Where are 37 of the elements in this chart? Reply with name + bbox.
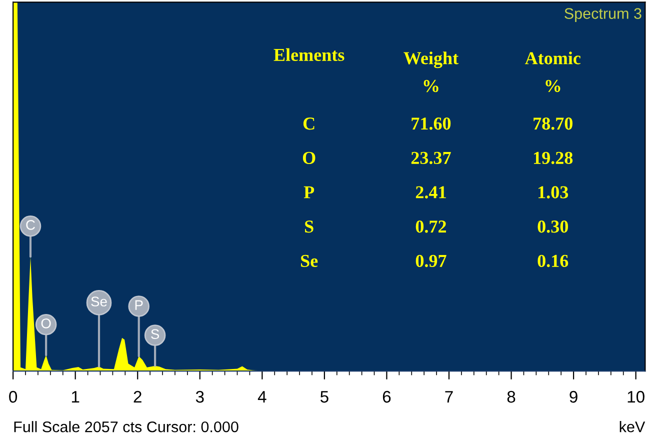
category-label: S xyxy=(305,220,314,233)
category-label: C xyxy=(303,118,314,130)
data-label: 0.72 xyxy=(416,220,446,233)
legend-label: Atomic % xyxy=(524,52,580,92)
x-tick-label: 5 xyxy=(320,391,328,403)
data-label: 0.16 xyxy=(538,254,568,268)
x-tick-label: 7 xyxy=(445,391,453,403)
category-label: Se xyxy=(301,254,318,268)
x-tick-label: 0 xyxy=(9,390,18,403)
x-tick-label: 9 xyxy=(570,390,578,403)
text: Full Scale 2057 cts Cursor: 0.000 xyxy=(14,421,238,432)
chart-title: Spectrum 3 xyxy=(564,8,642,22)
text: Elements xyxy=(274,48,344,62)
x-tick-label: 6 xyxy=(382,390,391,403)
x-tick-label: 4 xyxy=(258,391,266,403)
data-label: 2.41 xyxy=(416,186,446,198)
x-tick-label: 2 xyxy=(134,390,142,403)
legend-label: Weight % xyxy=(404,52,458,92)
data-label: 71.60 xyxy=(412,118,451,130)
category-label: P xyxy=(304,186,314,198)
x-tick-label: 3 xyxy=(196,390,204,403)
annotation: C xyxy=(26,220,35,230)
data-label: 0.97 xyxy=(416,254,446,268)
annotation: S xyxy=(151,329,160,340)
data-label: 23.37 xyxy=(411,152,451,164)
x-tick-label: 8 xyxy=(507,390,516,403)
annotation: Se xyxy=(91,296,107,306)
data-label: 19.28 xyxy=(534,152,573,164)
data-label: 0.30 xyxy=(538,220,568,233)
x-axis-title: keV xyxy=(620,421,646,432)
data-label: 78.70 xyxy=(534,118,572,130)
x-tick-label: 10 xyxy=(628,390,644,403)
annotation: P xyxy=(135,300,143,310)
data-label: 1.03 xyxy=(538,186,568,198)
x-tick-label: 1 xyxy=(72,391,80,403)
annotation: O xyxy=(41,318,51,328)
category-label: O xyxy=(302,152,316,164)
